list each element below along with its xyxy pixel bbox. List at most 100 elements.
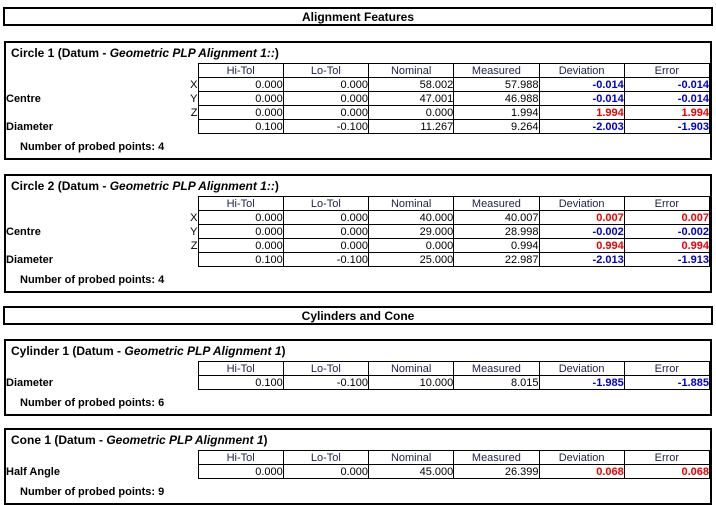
hi-tol-cell: 0.000	[197, 238, 284, 253]
feature-title-suffix: )	[263, 433, 268, 447]
column-header-error: Error	[623, 450, 711, 465]
column-header-nominal: Nominal	[367, 196, 455, 211]
table-row: Centre Y 0.000 0.000 29.000 28.998 -0.002 -0.00…	[6, 224, 711, 239]
lo-tol-cell: -0.100	[282, 252, 370, 267]
deviation-cell: -0.014	[538, 77, 625, 92]
axis-label-cell: Z	[190, 239, 198, 252]
hi-tol-cell: 0.100	[197, 375, 284, 390]
group-label-cell: Centre	[6, 225, 41, 238]
feature-title: Cone 1 (Datum - Geometric PLP Alignment …	[6, 433, 710, 450]
nominal-cell: 10.000	[367, 375, 455, 390]
measurement-table: Hi-Tol Lo-Tol Nominal Measured Deviation…	[6, 63, 711, 134]
nominal-cell: 11.267	[367, 119, 455, 134]
column-header-measured: Measured	[453, 361, 540, 376]
feature-title-prefix: Circle 2 (Datum -	[11, 179, 110, 193]
column-header-measured: Measured	[453, 196, 540, 211]
header-spacer	[6, 451, 118, 465]
table-row: Centre Y 0.000 0.000 47.001 46.988 -0.014 -0.01…	[6, 91, 711, 106]
datum-name: Geometric PLP Alignment 1::	[109, 46, 275, 60]
axis-label-cell	[118, 253, 198, 267]
group-label-cell	[6, 211, 118, 225]
deviation-cell: 1.994	[538, 105, 625, 120]
axis-label-cell: X	[190, 211, 198, 224]
column-header-error: Error	[623, 63, 711, 78]
measured-cell: 0.994	[453, 238, 540, 253]
measured-cell: 57.988	[453, 77, 540, 92]
deviation-cell: -0.014	[538, 91, 625, 106]
header-spacer	[118, 362, 198, 376]
error-cell: 0.068	[623, 464, 711, 479]
feature-title: Cylinder 1 (Datum - Geometric PLP Alignm…	[6, 344, 710, 361]
lo-tol-cell: 0.000	[282, 464, 370, 479]
nominal-cell: 40.000	[367, 210, 455, 225]
axis-label-cell: X	[190, 78, 198, 91]
section-banner-label: Alignment Features	[301, 9, 415, 24]
deviation-cell: -1.985	[538, 375, 625, 390]
section-banner-alignment-features: Alignment Features	[3, 7, 713, 26]
deviation-cell: -0.002	[538, 224, 625, 239]
group-label-cell	[6, 239, 118, 253]
measured-cell: 46.988	[453, 91, 540, 106]
nominal-cell: 0.000	[367, 105, 455, 120]
column-header-deviation: Deviation	[538, 63, 625, 78]
probed-points-label: Number of probed points: 4	[20, 141, 165, 153]
header-spacer	[6, 64, 118, 78]
column-header-deviation: Deviation	[538, 450, 625, 465]
feature-box-circle-1: Circle 1 (Datum - Geometric PLP Alignmen…	[4, 41, 712, 160]
hi-tol-cell: 0.000	[197, 91, 284, 106]
datum-name: Geometric PLP Alignment 1::	[109, 179, 275, 193]
nominal-cell: 45.000	[367, 464, 455, 479]
error-cell: 0.994	[623, 238, 711, 253]
table-row: Diameter 0.100 -0.100 10.000 8.015 -1.985 -1.8…	[6, 375, 711, 390]
deviation-cell: 0.994	[538, 238, 625, 253]
column-header-row: Hi-Tol Lo-Tol Nominal Measured Deviation…	[6, 196, 711, 211]
lo-tol-cell: -0.100	[282, 119, 370, 134]
error-cell: 0.007	[623, 210, 711, 225]
group-label-cell: Half Angle	[6, 465, 60, 478]
table-row: Diameter 0.100 -0.100 25.000 22.987 -2.013 -1.…	[6, 252, 711, 267]
error-cell: -0.002	[623, 224, 711, 239]
group-label-cell: Centre	[6, 92, 41, 105]
measured-cell: 40.007	[453, 210, 540, 225]
lo-tol-cell: 0.000	[282, 238, 370, 253]
column-header-lo-tol: Lo-Tol	[282, 361, 370, 376]
column-header-hi-tol: Hi-Tol	[197, 361, 284, 376]
error-cell: -1.913	[623, 252, 711, 267]
error-cell: -1.885	[623, 375, 711, 390]
probed-points-label: Number of probed points: 6	[20, 397, 165, 409]
lo-tol-cell: -0.100	[282, 375, 370, 390]
header-spacer	[6, 197, 118, 211]
error-cell: -0.014	[623, 91, 711, 106]
feature-box-cylinder-1: Cylinder 1 (Datum - Geometric PLP Alignm…	[4, 339, 712, 416]
column-header-hi-tol: Hi-Tol	[197, 450, 284, 465]
hi-tol-cell: 0.100	[197, 119, 284, 134]
column-header-hi-tol: Hi-Tol	[197, 196, 284, 211]
column-header-row: Hi-Tol Lo-Tol Nominal Measured Deviation…	[6, 63, 711, 78]
axis-label-cell	[118, 376, 198, 390]
table-row: Diameter 0.100 -0.100 11.267 9.264 -2.003 -1.9…	[6, 119, 711, 134]
measured-cell: 28.998	[453, 224, 540, 239]
probed-points-label: Number of probed points: 4	[20, 274, 165, 286]
table-row: X 0.000 0.000 40.000 40.007 0.007 0.007	[6, 210, 711, 225]
feature-box-circle-2: Circle 2 (Datum - Geometric PLP Alignmen…	[4, 174, 712, 293]
column-header-measured: Measured	[453, 450, 540, 465]
axis-label-cell	[118, 120, 198, 134]
measured-cell: 1.994	[453, 105, 540, 120]
section-banner-label: Cylinders and Cone	[301, 308, 415, 323]
column-header-deviation: Deviation	[538, 196, 625, 211]
measurement-table: Hi-Tol Lo-Tol Nominal Measured Deviation…	[6, 450, 711, 479]
group-label-cell: Diameter	[6, 376, 54, 389]
axis-label-cell: Y	[190, 92, 198, 105]
column-header-measured: Measured	[453, 63, 540, 78]
lo-tol-cell: 0.000	[282, 91, 370, 106]
hi-tol-cell: 0.100	[197, 252, 284, 267]
hi-tol-cell: 0.000	[197, 464, 284, 479]
column-header-deviation: Deviation	[538, 361, 625, 376]
axis-label-cell: Y	[190, 225, 198, 238]
axis-label-cell: Z	[190, 106, 198, 119]
column-header-row: Hi-Tol Lo-Tol Nominal Measured Deviation…	[6, 450, 711, 465]
datum-name: Geometric PLP Alignment 1	[106, 433, 264, 447]
measured-cell: 9.264	[453, 119, 540, 134]
feature-box-cone-1: Cone 1 (Datum - Geometric PLP Alignment …	[4, 428, 712, 505]
group-label-cell	[6, 106, 118, 120]
